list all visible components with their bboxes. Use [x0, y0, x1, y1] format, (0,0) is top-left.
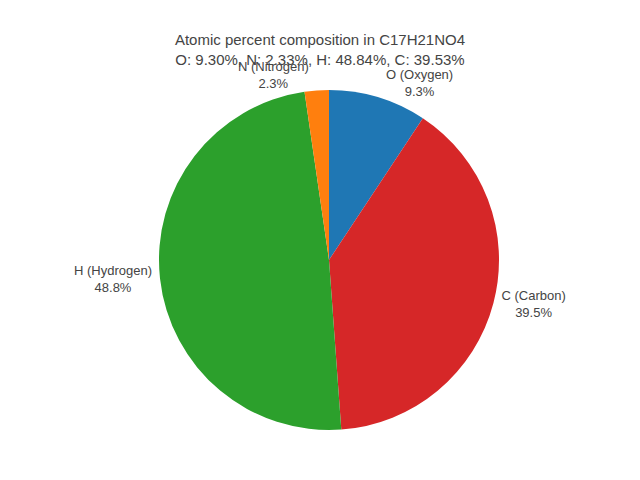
svg-text:C (Carbon)39.5%: C (Carbon)39.5%	[501, 288, 565, 320]
svg-text:Atomic percent composition in: Atomic percent composition in C17H21NO4O…	[175, 31, 465, 68]
svg-text:O (Oxygen)9.3%: O (Oxygen)9.3%	[386, 67, 453, 99]
svg-text:H (Hydrogen)48.8%: H (Hydrogen)48.8%	[74, 263, 152, 295]
svg-text:N (Nitrogen)2.3%: N (Nitrogen)2.3%	[238, 59, 309, 91]
